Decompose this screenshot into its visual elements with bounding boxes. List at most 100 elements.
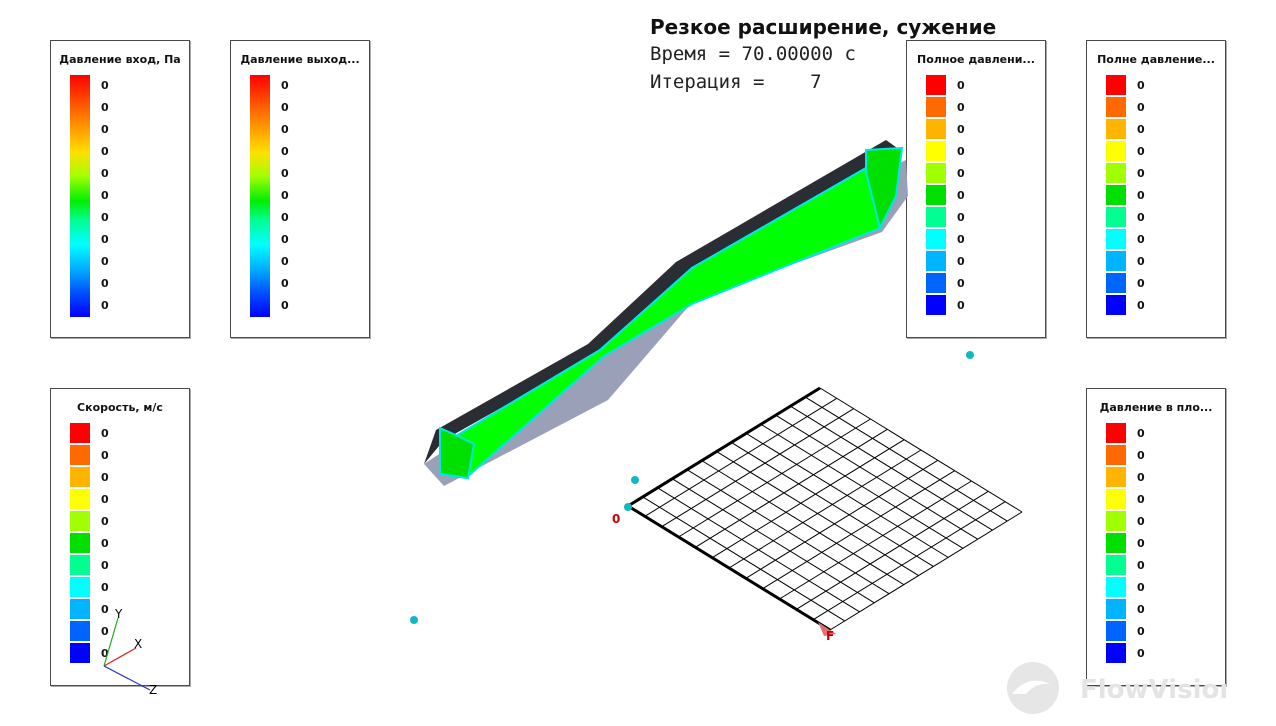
legend-value: 0 bbox=[1137, 167, 1145, 180]
legend-swatch bbox=[70, 445, 90, 465]
flow-edge bbox=[455, 349, 601, 437]
legend-swatch bbox=[1106, 533, 1126, 553]
grid-line bbox=[745, 459, 939, 579]
legend-value: 0 bbox=[101, 515, 109, 528]
grid-line bbox=[812, 501, 1006, 621]
legend-value: 0 bbox=[281, 233, 289, 246]
legend-swatch bbox=[926, 141, 946, 161]
legend-value: 0 bbox=[101, 493, 109, 506]
axis-triad: Y X Z bbox=[103, 607, 157, 697]
iteration-readout: Итерация = 7 bbox=[650, 71, 822, 93]
legend-value: 0 bbox=[957, 233, 965, 246]
legend-value: 0 bbox=[101, 559, 109, 572]
legend-labels: 0 0 0 0 0 0 0 0 0 0 0 bbox=[101, 75, 109, 317]
legend-color-bar bbox=[70, 423, 90, 665]
axis-z-label: Z bbox=[149, 683, 157, 697]
legend-swatch bbox=[70, 555, 90, 575]
grid-line bbox=[711, 439, 905, 559]
legend-value: 0 bbox=[1137, 471, 1145, 484]
legend-labels: 0 0 0 0 0 0 0 0 0 0 0 bbox=[1137, 75, 1145, 317]
legend-color-bar bbox=[1106, 423, 1126, 665]
legend-swatch bbox=[1106, 423, 1126, 443]
legend-value: 0 bbox=[281, 255, 289, 268]
marker-point[interactable] bbox=[624, 503, 632, 511]
marker-point[interactable] bbox=[966, 351, 974, 359]
legend-swatch bbox=[1106, 97, 1126, 117]
legend-swatch bbox=[1106, 141, 1126, 161]
axis-y-label: Y bbox=[114, 607, 123, 621]
legend-swatch bbox=[1106, 295, 1126, 315]
grid-line bbox=[701, 460, 905, 586]
grid-line bbox=[644, 397, 838, 517]
legend-value: 0 bbox=[101, 603, 109, 616]
legend-swatch bbox=[1106, 163, 1126, 183]
legend-value: 0 bbox=[1137, 427, 1145, 440]
grid-line bbox=[686, 469, 890, 595]
legend-swatch bbox=[926, 75, 946, 95]
legend-value: 0 bbox=[957, 277, 965, 290]
legend-swatch bbox=[1106, 119, 1126, 139]
grid-line bbox=[716, 451, 919, 576]
legend-value: 0 bbox=[101, 167, 109, 180]
legend-value: 0 bbox=[101, 427, 109, 440]
inlet-face[interactable] bbox=[439, 426, 476, 480]
legend-value: 0 bbox=[1137, 277, 1145, 290]
legend-swatch bbox=[1106, 577, 1126, 597]
legend-swatch bbox=[926, 295, 946, 315]
legend-value: 0 bbox=[101, 211, 109, 224]
legend-swatch bbox=[1106, 229, 1126, 249]
grid-line bbox=[804, 396, 1008, 522]
legend-value: 0 bbox=[1137, 449, 1145, 462]
grid-line bbox=[829, 511, 1023, 631]
grid-line bbox=[642, 496, 846, 622]
legend-swatch bbox=[1106, 445, 1126, 465]
legend-swatch bbox=[70, 467, 90, 487]
legend-value: 0 bbox=[281, 211, 289, 224]
legend-value: 0 bbox=[1137, 625, 1145, 638]
legend-value: 0 bbox=[101, 471, 109, 484]
legend-value: 0 bbox=[101, 145, 109, 158]
marker-point[interactable] bbox=[410, 616, 418, 624]
legend-swatch bbox=[1106, 467, 1126, 487]
marker-point[interactable] bbox=[631, 476, 639, 484]
legend-swatch bbox=[70, 511, 90, 531]
legend-value: 0 bbox=[1137, 123, 1145, 136]
legend-value: 0 bbox=[957, 255, 965, 268]
legend-value: 0 bbox=[1137, 211, 1145, 224]
legend-value: 0 bbox=[281, 79, 289, 92]
grid-plane[interactable] bbox=[642, 387, 1023, 631]
legend-value: 0 bbox=[1137, 559, 1145, 572]
legend-value: 0 bbox=[1137, 493, 1145, 506]
legend-value: 0 bbox=[957, 101, 965, 114]
grid-line bbox=[731, 442, 934, 567]
legend-value: 0 bbox=[101, 101, 109, 114]
legend-value: 0 bbox=[1137, 189, 1145, 202]
legend-value: 0 bbox=[101, 189, 109, 202]
legend-color-bar bbox=[250, 75, 270, 317]
legend-swatch bbox=[70, 489, 90, 509]
legend-color-bar bbox=[70, 75, 90, 317]
legend-value: 0 bbox=[1137, 145, 1145, 158]
grid-line bbox=[661, 408, 854, 528]
grid-arrow-icon bbox=[818, 622, 836, 636]
header: Резкое расширение, сужение Время = 70.00… bbox=[650, 14, 996, 96]
page-title: Резкое расширение, сужение bbox=[650, 15, 997, 39]
legend-swatch bbox=[1106, 489, 1126, 509]
legend-value: 0 bbox=[1137, 233, 1145, 246]
legend-value: 0 bbox=[957, 211, 965, 224]
legend-swatch bbox=[926, 251, 946, 271]
grid-line bbox=[695, 428, 888, 548]
legend-swatch bbox=[70, 577, 90, 597]
grid-line bbox=[760, 423, 964, 549]
legend-value: 0 bbox=[101, 233, 109, 246]
legend-swatch bbox=[926, 119, 946, 139]
legend-swatch bbox=[926, 97, 946, 117]
grid-line bbox=[779, 480, 972, 600]
